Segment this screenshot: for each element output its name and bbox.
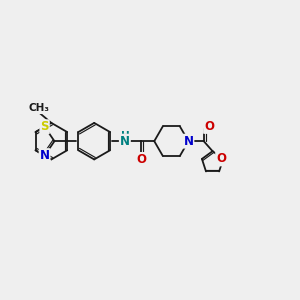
Text: N: N <box>120 135 130 148</box>
Text: O: O <box>204 120 214 133</box>
Text: O: O <box>216 152 226 165</box>
Text: S: S <box>40 120 49 133</box>
Text: O: O <box>136 153 146 166</box>
Text: H: H <box>121 131 130 141</box>
Text: N: N <box>40 149 50 162</box>
Text: N: N <box>183 135 194 148</box>
Text: CH₃: CH₃ <box>28 103 49 113</box>
